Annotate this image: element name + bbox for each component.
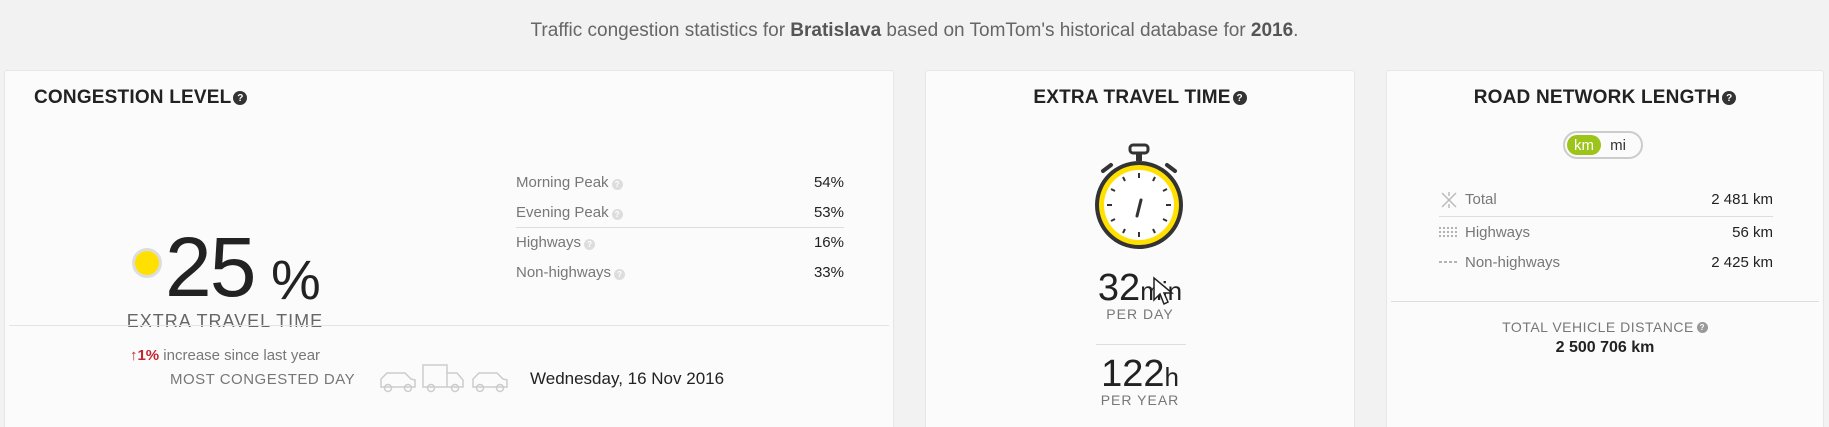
intro-prefix: Traffic congestion statistics for (530, 20, 791, 41)
extra-travel-title: EXTRA TRAVEL TIME ? (926, 87, 1354, 109)
road-network-title-text: ROAD NETWORK LENGTH (1473, 87, 1721, 108)
per-year-value: 122 (1101, 353, 1165, 395)
congestion-help-icon[interactable]: ? (233, 91, 248, 105)
divider (1096, 344, 1186, 345)
tvd-label-text: TOTAL VEHICLE DISTANCE (1502, 319, 1694, 335)
per-day-label: PER DAY (1106, 306, 1174, 322)
vehicles-icon (380, 364, 508, 393)
intro-year: 2016 (1250, 20, 1294, 41)
road-network-card: ROAD NETWORK LENGTH ? km mi Total 2 481 … (1386, 70, 1824, 427)
total-icon (1441, 191, 1457, 208)
peak-label: Non-highways (516, 263, 612, 281)
unit-toggle[interactable]: km mi (1563, 131, 1643, 159)
road-network-help-icon[interactable]: ? (1722, 91, 1737, 105)
road-row-label: Highways (1465, 223, 1531, 241)
extra-travel-title-text: EXTRA TRAVEL TIME (1033, 87, 1231, 108)
per-year-block: 122h PER YEAR (926, 353, 1354, 408)
extra-travel-card: EXTRA TRAVEL TIME ? 32min PER DAY 122h P… (925, 70, 1355, 427)
unit-mi-option[interactable]: mi (1610, 136, 1626, 154)
per-year-unit: h (1164, 362, 1179, 392)
non-highways-icon (1439, 261, 1459, 263)
extra-travel-help-icon[interactable]: ? (1232, 91, 1247, 105)
total-vehicle-distance-value: 2 500 706 km (1555, 339, 1655, 356)
peak-row-morning: Morning Peak? 54% (516, 167, 844, 197)
increase-text: increase since last year (159, 347, 321, 364)
peak-value: 54% (813, 173, 844, 191)
increase-value: 1% (137, 347, 160, 364)
road-network-list: Total 2 481 km Highways 56 km Non-highwa… (1439, 183, 1773, 277)
peak-row-non-highways: Non-highways? 33% (516, 257, 844, 287)
intro-middle: based on TomTom's historical database fo… (881, 20, 1251, 41)
peak-label: Highways (516, 234, 582, 251)
stopwatch-icon (1095, 143, 1183, 249)
tvd-help-icon[interactable]: ? (1696, 321, 1708, 333)
divider (1391, 301, 1819, 302)
peaks-list: Morning Peak? 54% Evening Peak? 53% High… (516, 167, 844, 287)
peak-row-evening: Evening Peak? 53% (516, 197, 844, 227)
road-row-label: Total (1465, 191, 1497, 208)
per-year-label: PER YEAR (1100, 392, 1180, 408)
unit-km-option[interactable]: km (1567, 135, 1601, 155)
congestion-title: CONGESTION LEVEL ? (34, 87, 248, 109)
road-row-value: 56 km (1732, 223, 1773, 241)
road-row-value: 2 425 km (1711, 253, 1773, 271)
road-row-value: 2 481 km (1711, 191, 1773, 208)
congestion-label: EXTRA TRAVEL TIME (126, 311, 324, 331)
congestion-value: 25 (165, 220, 256, 314)
road-row-total: Total 2 481 km (1439, 183, 1773, 217)
congestion-card: CONGESTION LEVEL ? 25 % EXTRA TRAVEL TIM… (4, 70, 894, 427)
road-row-highways: Highways 56 km (1439, 217, 1773, 247)
help-icon[interactable]: ? (584, 239, 596, 250)
mouse-cursor-icon (1153, 276, 1174, 306)
road-row-non-highways: Non-highways 2 425 km (1439, 247, 1773, 277)
total-vehicle-distance-label: TOTAL VEHICLE DISTANCE ? (1387, 319, 1823, 335)
congestion-title-text: CONGESTION LEVEL (34, 87, 232, 108)
per-day-block: 32min PER DAY (926, 267, 1354, 322)
peak-value: 33% (813, 263, 844, 281)
help-icon[interactable]: ? (611, 208, 623, 220)
highways-icon (1439, 227, 1459, 237)
peak-label: Evening Peak (516, 203, 609, 221)
peak-label: Morning Peak (516, 173, 609, 191)
road-network-title: ROAD NETWORK LENGTH ? (1387, 87, 1823, 109)
help-icon[interactable]: ? (611, 178, 623, 190)
most-congested-label: MOST CONGESTED DAY (170, 371, 356, 388)
help-icon[interactable]: ? (614, 268, 626, 280)
road-row-label: Non-highways (1465, 253, 1561, 271)
peak-value: 53% (813, 203, 844, 221)
peak-value: 16% (813, 234, 844, 251)
per-day-value: 32 (1097, 267, 1141, 309)
peak-row-highways: Highways? 16% (516, 227, 844, 257)
arrow-up-icon: ↑ (129, 347, 138, 364)
most-congested-value: Wednesday, 16 Nov 2016 (530, 369, 725, 388)
intro-suffix: . (1293, 20, 1299, 41)
congestion-increase: ↑1% increase since last year (105, 347, 345, 364)
divider (9, 325, 889, 326)
intro-city: Bratislava (790, 20, 882, 41)
congestion-unit: % (271, 248, 321, 311)
congestion-level-dot-icon (132, 248, 162, 278)
intro-text: Traffic congestion statistics for Bratis… (0, 20, 1829, 42)
